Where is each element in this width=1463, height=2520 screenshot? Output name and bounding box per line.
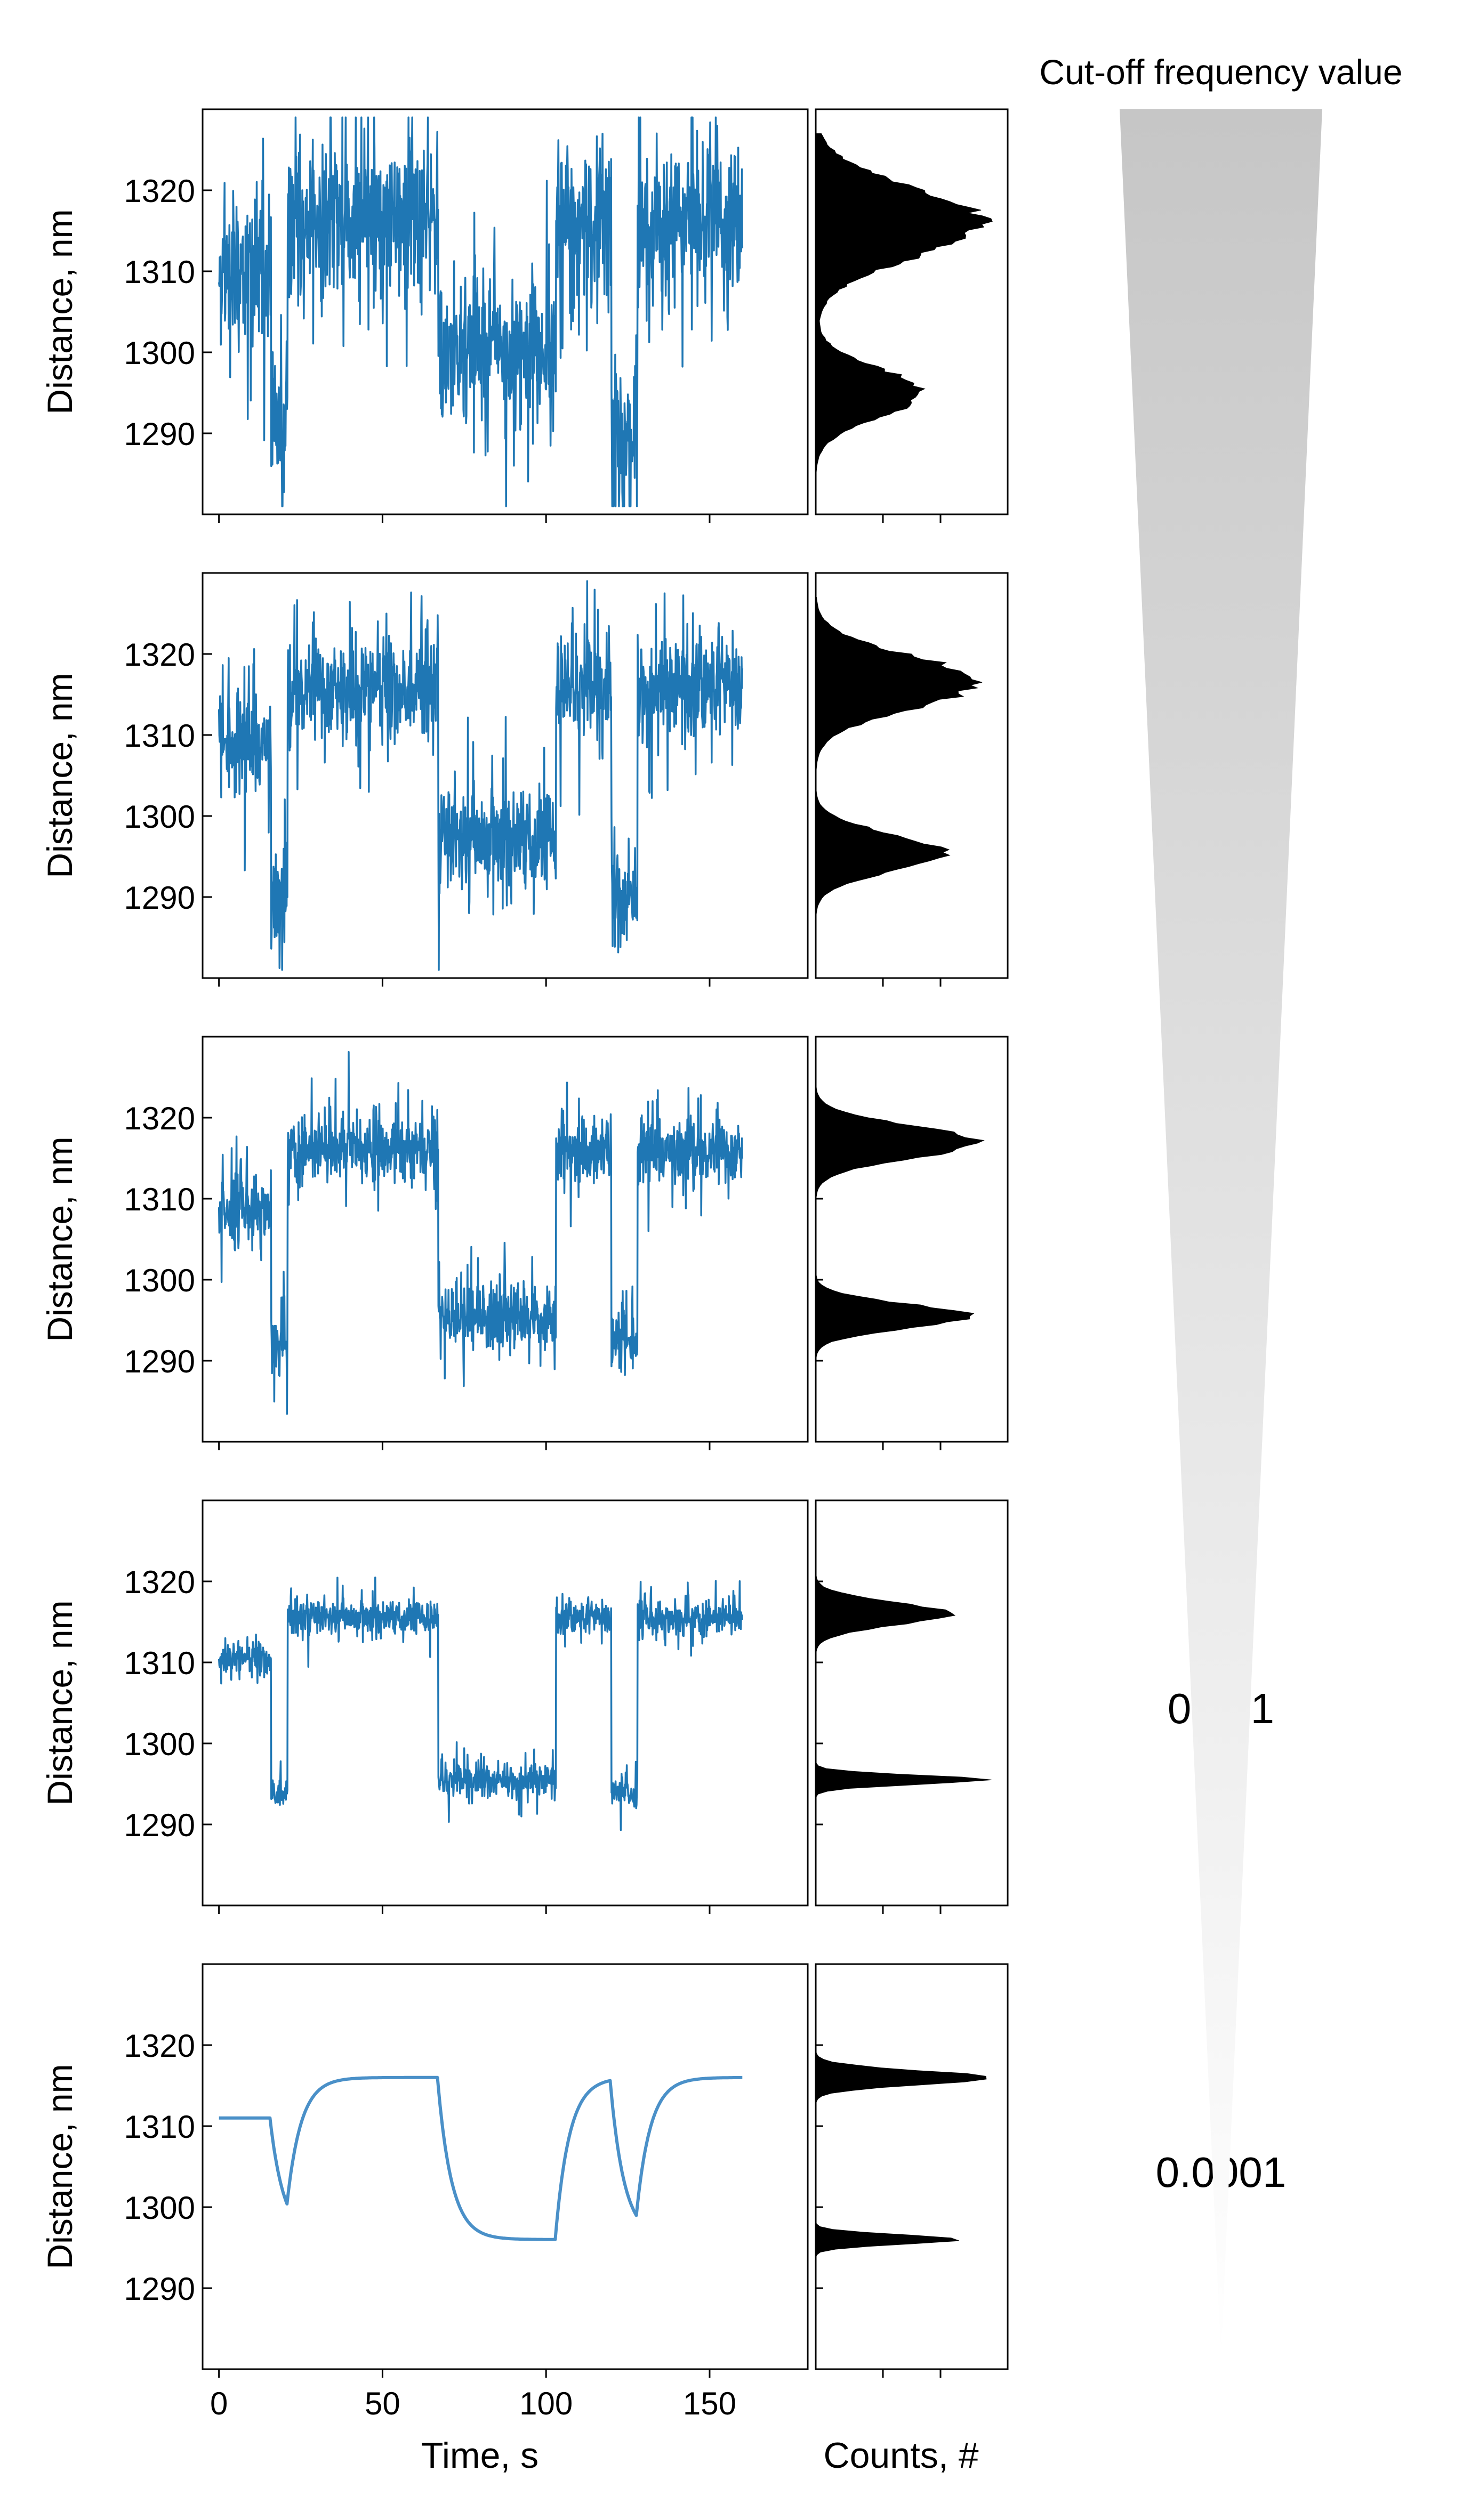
distance-histogram xyxy=(815,597,983,938)
trace-frame xyxy=(202,108,809,515)
histogram-frame xyxy=(815,1036,1009,1443)
y-tick-label: 1300 xyxy=(124,335,195,371)
x-axis-label: Time, s xyxy=(421,2435,538,2476)
y-tick-label: 1310 xyxy=(124,254,195,290)
trace-frame xyxy=(202,1963,809,2370)
distance-trace xyxy=(219,2075,743,2241)
y-tick-label: 1300 xyxy=(124,1263,195,1298)
histogram-frame xyxy=(815,1499,1009,1907)
trace-frame xyxy=(202,572,809,979)
y-axis-label: Distance, nm xyxy=(40,209,79,414)
y-axis-label: Distance, nm xyxy=(40,2064,79,2269)
distance-trace xyxy=(218,1576,744,1831)
histogram-x-axis-label: Counts, # xyxy=(823,2435,978,2476)
cutoff-wedge-group: Cut-off frequency value xyxy=(1039,52,1403,2356)
x-tick-label: 100 xyxy=(519,2386,573,2421)
y-tick-label: 1320 xyxy=(124,1101,195,1136)
distance-trace xyxy=(218,1051,744,1415)
distance-trace xyxy=(218,116,744,507)
distance-histogram xyxy=(815,1524,992,1865)
distance-histogram xyxy=(815,1061,985,1401)
y-tick-label: 1310 xyxy=(124,1182,195,1217)
histogram-frame xyxy=(815,1963,1009,2370)
wedge-title: Cut-off frequency value xyxy=(1039,52,1402,92)
distance-trace xyxy=(218,580,744,971)
x-tick-label: 150 xyxy=(683,2386,736,2421)
y-tick-label: 1320 xyxy=(124,173,195,209)
y-tick-label: 1290 xyxy=(124,2271,195,2307)
y-tick-label: 1310 xyxy=(124,2109,195,2145)
y-tick-label: 1290 xyxy=(124,1344,195,1379)
x-tick-label: 0 xyxy=(210,2386,228,2421)
trace-frame xyxy=(202,1036,809,1443)
y-tick-label: 1290 xyxy=(124,880,195,916)
cutoff-wedge xyxy=(1120,109,1322,2356)
y-tick-label: 1310 xyxy=(124,718,195,754)
y-tick-label: 1320 xyxy=(124,637,195,673)
distance-histogram xyxy=(815,1988,987,2329)
y-tick-label: 1320 xyxy=(124,1564,195,1600)
y-axis-label: Distance, nm xyxy=(40,673,79,878)
y-axis-label: Distance, nm xyxy=(40,1136,79,1342)
distance-histogram xyxy=(815,133,993,474)
y-tick-label: 1310 xyxy=(124,1645,195,1681)
histogram-frame xyxy=(815,572,1009,979)
y-tick-label: 1320 xyxy=(124,2028,195,2064)
y-tick-label: 1290 xyxy=(124,416,195,452)
y-tick-label: 1290 xyxy=(124,1807,195,1843)
trace-frame xyxy=(202,1499,809,1907)
x-tick-label: 50 xyxy=(365,2386,400,2421)
y-tick-label: 1300 xyxy=(124,1726,195,1762)
y-tick-label: 1300 xyxy=(124,799,195,835)
y-tick-label: 1300 xyxy=(124,2190,195,2226)
y-axis-label: Distance, nm xyxy=(40,1600,79,1805)
